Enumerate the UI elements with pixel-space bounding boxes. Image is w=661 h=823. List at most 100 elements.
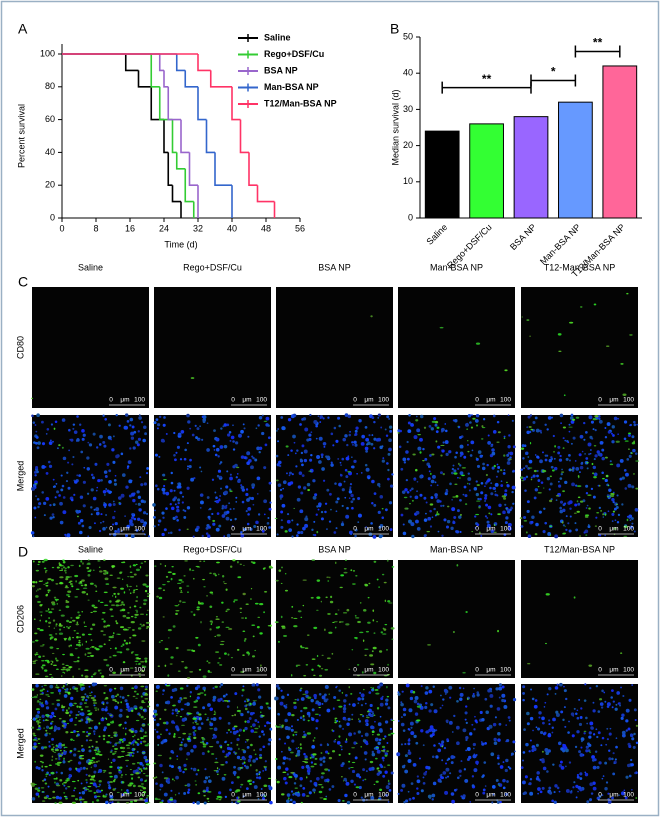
stain: [379, 788, 383, 791]
nucleus: [222, 750, 225, 753]
stain: [41, 660, 45, 662]
stain: [198, 602, 202, 605]
nucleus: [186, 684, 189, 688]
nucleus: [107, 712, 109, 715]
nucleus: [536, 474, 539, 478]
stain: [288, 746, 290, 750]
nucleus: [277, 483, 282, 487]
stain: [56, 602, 59, 605]
nucleus: [384, 428, 387, 431]
scale-label: 100: [623, 792, 634, 799]
nucleus: [232, 424, 234, 427]
stain: [259, 756, 263, 759]
stain: [76, 621, 79, 624]
stain: [250, 763, 252, 767]
nucleus: [469, 801, 472, 803]
nucleus: [93, 508, 96, 511]
nucleus: [317, 415, 320, 417]
nucleus: [370, 796, 375, 800]
stain: [48, 797, 52, 800]
nucleus: [614, 707, 618, 711]
nucleus: [205, 532, 209, 535]
nucleus: [104, 708, 108, 712]
nucleus: [594, 429, 597, 432]
stain: [309, 756, 312, 759]
stain: [357, 620, 361, 624]
stain: [139, 730, 142, 732]
stain: [103, 572, 107, 575]
stain: [143, 665, 147, 669]
nucleus: [143, 425, 147, 430]
nucleus: [483, 761, 487, 764]
stain: [562, 532, 566, 535]
stain: [59, 692, 61, 695]
nucleus: [436, 499, 441, 503]
nucleus: [459, 454, 462, 458]
scale-label: μm: [120, 792, 129, 799]
stain: [313, 737, 316, 739]
nucleus: [465, 736, 469, 740]
nucleus: [75, 510, 80, 514]
stain: [100, 601, 104, 604]
nucleus: [311, 528, 314, 532]
stain: [409, 503, 411, 505]
nucleus: [109, 801, 112, 805]
nucleus: [49, 722, 53, 725]
nucleus: [345, 693, 348, 697]
stain: [220, 746, 223, 749]
stain: [48, 617, 50, 620]
stain: [482, 427, 486, 429]
nucleus: [578, 722, 583, 727]
nucleus: [593, 709, 596, 712]
nucleus: [345, 514, 350, 519]
stain: [48, 621, 52, 624]
nucleus: [55, 771, 58, 774]
stain: [569, 321, 574, 324]
nucleus: [104, 506, 106, 509]
nucleus: [81, 437, 85, 441]
nucleus: [292, 434, 296, 439]
nucleus: [255, 757, 259, 761]
stain: [64, 567, 67, 569]
stain: [132, 784, 136, 788]
nucleus: [501, 693, 506, 698]
stain: [300, 616, 303, 619]
nucleus: [445, 525, 450, 529]
nucleus: [142, 530, 144, 533]
stain: [125, 709, 128, 711]
stain: [497, 431, 501, 434]
nucleus: [278, 460, 282, 465]
nucleus: [602, 516, 605, 518]
nucleus: [490, 492, 494, 496]
nucleus: [220, 427, 223, 430]
nucleus: [45, 433, 48, 435]
stain: [586, 462, 589, 464]
nucleus: [227, 433, 231, 437]
stain: [259, 603, 264, 606]
nucleus: [335, 527, 338, 530]
nucleus: [114, 474, 117, 477]
nucleus: [217, 455, 220, 458]
nucleus: [634, 508, 639, 512]
nucleus: [129, 424, 132, 427]
stain: [44, 765, 48, 768]
stain: [310, 596, 314, 599]
stain: [257, 616, 261, 618]
stain: [164, 564, 167, 567]
nucleus: [379, 763, 383, 767]
stain: [40, 787, 45, 789]
nucleus: [201, 534, 204, 538]
stain: [94, 751, 97, 753]
stain: [208, 745, 214, 748]
nucleus: [434, 493, 438, 497]
nucleus: [313, 693, 317, 698]
stain: [246, 700, 249, 702]
nucleus: [355, 773, 360, 778]
stain: [63, 626, 66, 629]
stain: [113, 731, 118, 734]
nucleus: [309, 780, 313, 783]
nucleus: [364, 702, 367, 705]
nucleus: [56, 490, 60, 494]
stain: [146, 796, 148, 799]
nucleus: [32, 535, 35, 538]
